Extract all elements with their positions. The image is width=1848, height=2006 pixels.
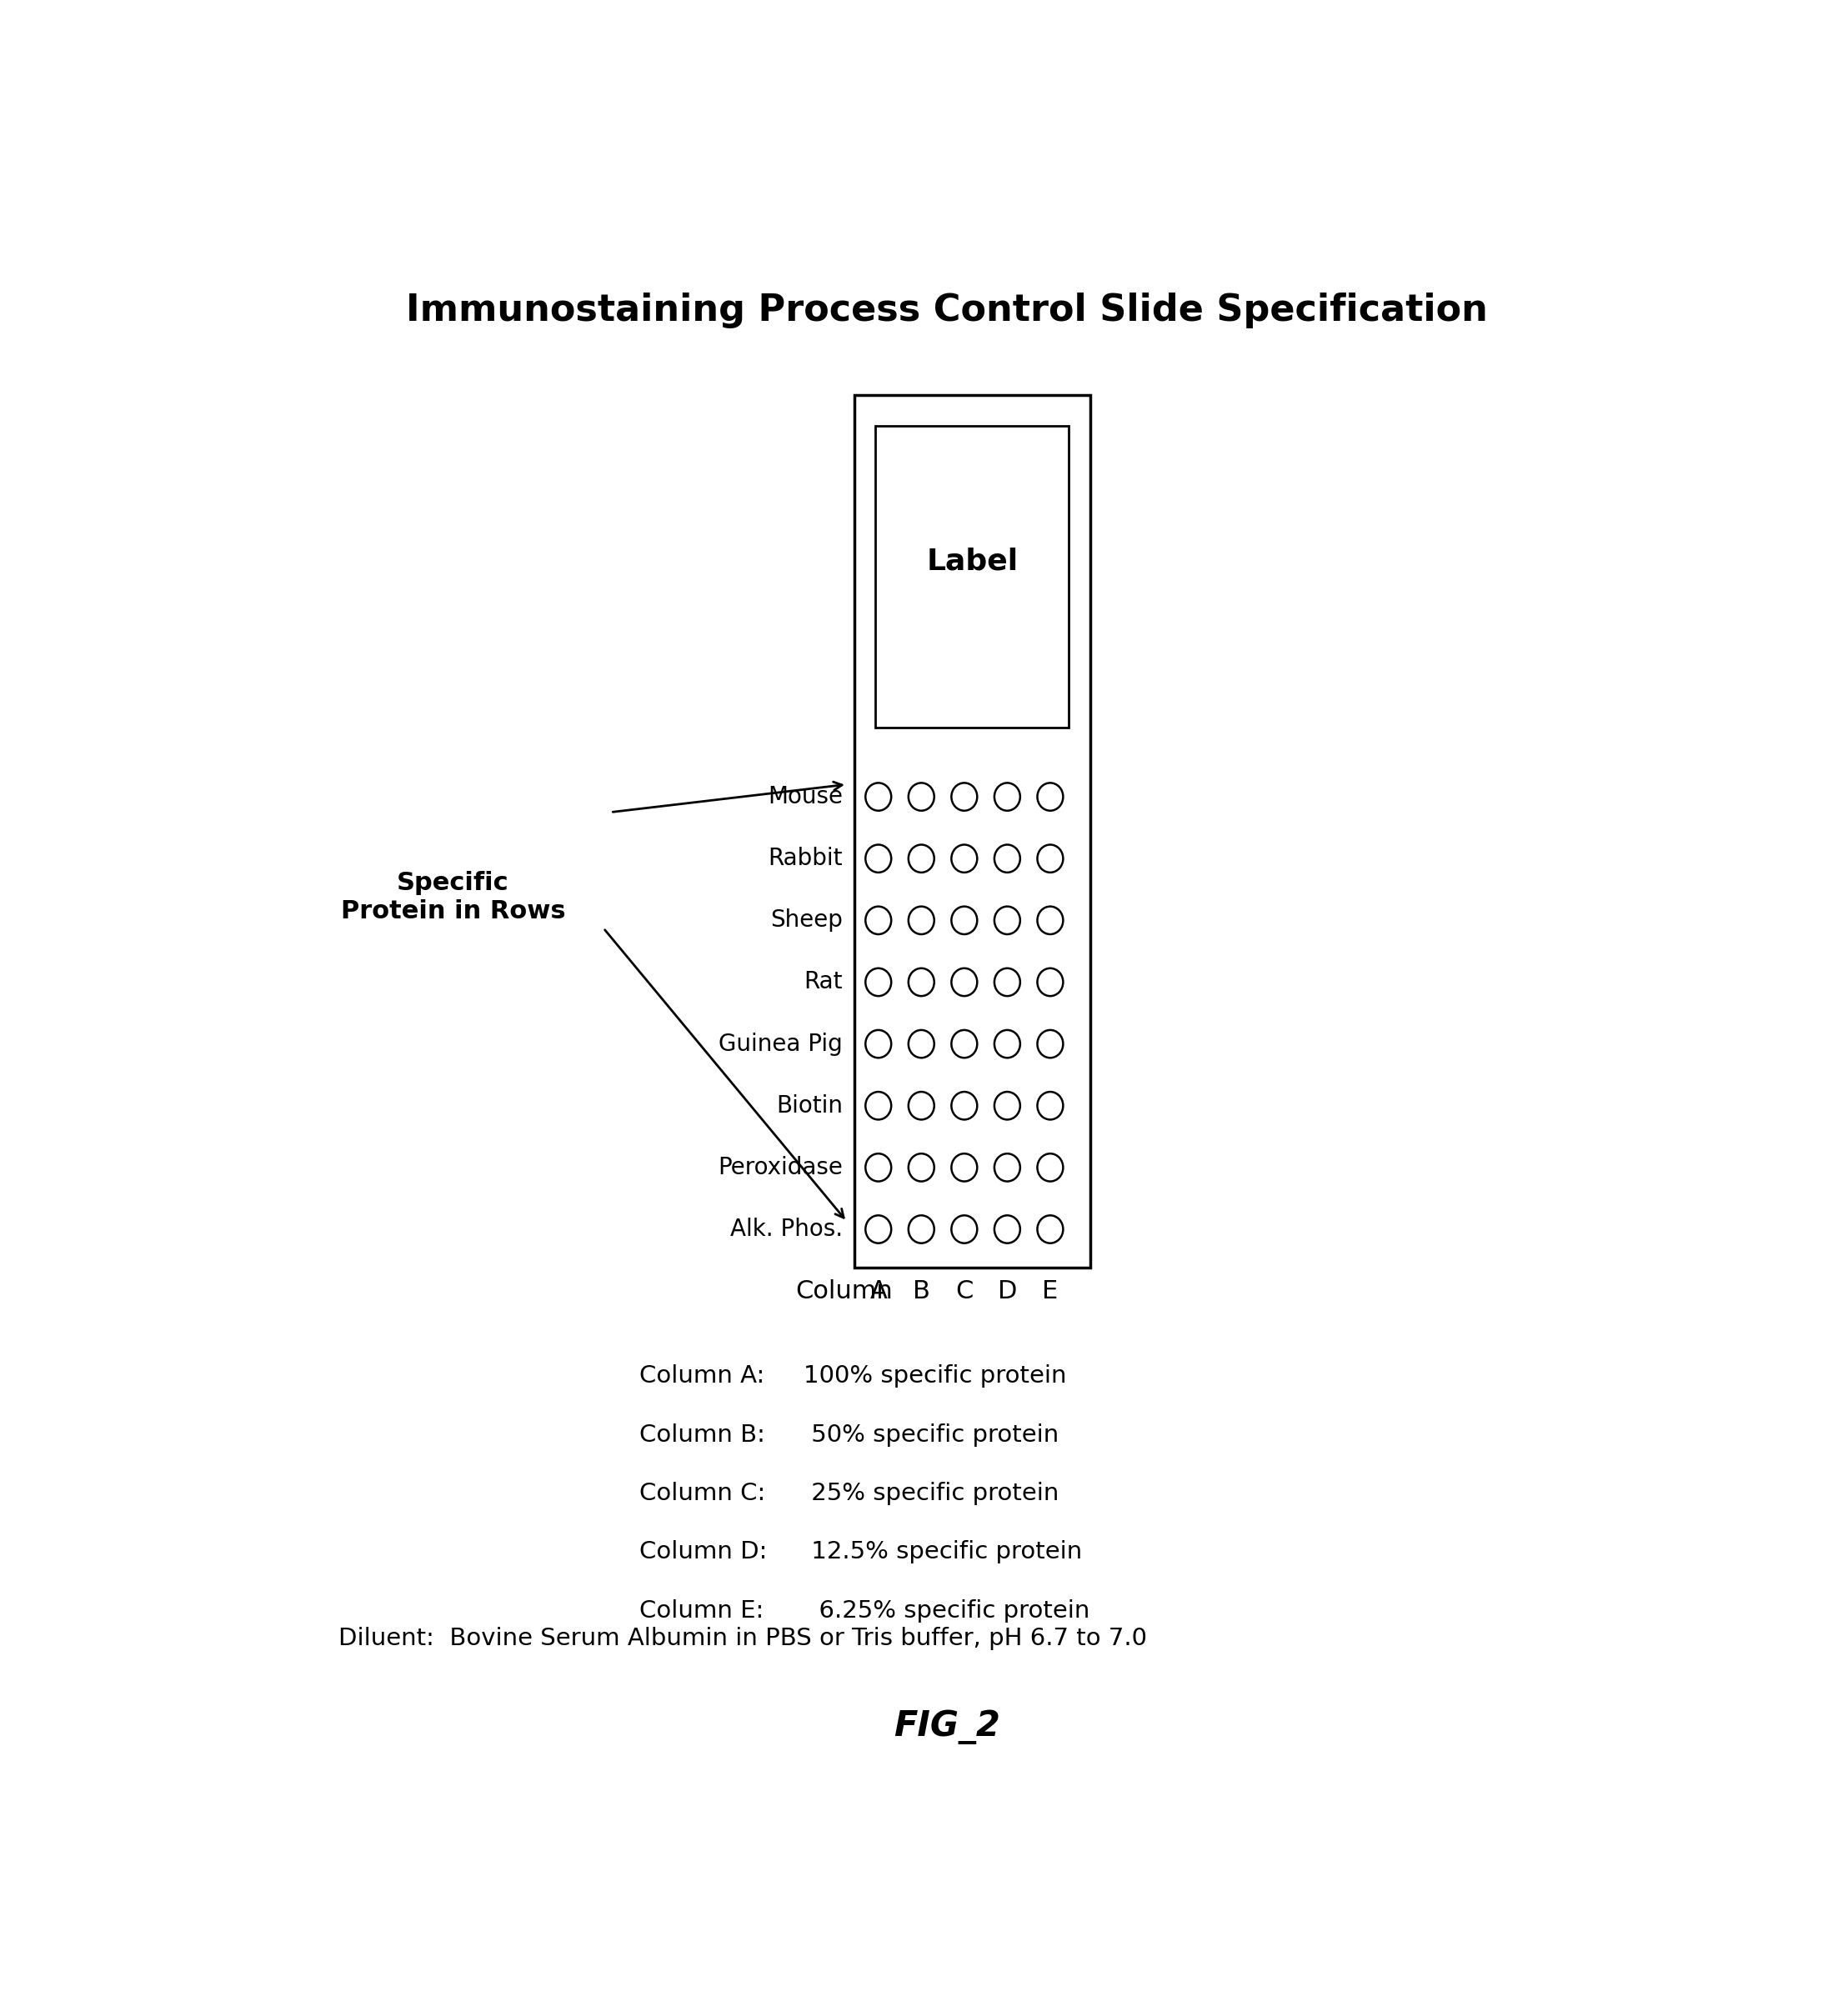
Circle shape <box>952 1091 978 1119</box>
Circle shape <box>909 969 935 997</box>
Text: Peroxidase: Peroxidase <box>717 1155 843 1180</box>
Text: Sheep: Sheep <box>771 909 843 933</box>
Text: 100% specific protein: 100% specific protein <box>804 1364 1066 1388</box>
Circle shape <box>865 969 891 997</box>
Circle shape <box>865 1091 891 1119</box>
Circle shape <box>994 1216 1020 1244</box>
Circle shape <box>865 782 891 810</box>
Circle shape <box>994 969 1020 997</box>
Circle shape <box>952 1153 978 1182</box>
Circle shape <box>1037 969 1063 997</box>
Circle shape <box>1037 1091 1063 1119</box>
Text: FIG_2: FIG_2 <box>894 1709 1000 1743</box>
Text: Biotin: Biotin <box>776 1093 843 1117</box>
Circle shape <box>1037 1216 1063 1244</box>
Text: E: E <box>1042 1280 1059 1304</box>
Circle shape <box>909 907 935 935</box>
Text: Diluent:  Bovine Serum Albumin in PBS or Tris buffer, pH 6.7 to 7.0: Diluent: Bovine Serum Albumin in PBS or … <box>338 1627 1148 1651</box>
Circle shape <box>909 1091 935 1119</box>
Circle shape <box>909 1029 935 1057</box>
Circle shape <box>994 1153 1020 1182</box>
Text: Alk. Phos.: Alk. Phos. <box>730 1218 843 1242</box>
Text: Column B:: Column B: <box>639 1422 765 1446</box>
Circle shape <box>909 1216 935 1244</box>
Text: Specific
Protein in Rows: Specific Protein in Rows <box>340 871 565 923</box>
Text: Column E:: Column E: <box>639 1599 763 1623</box>
Text: Column D:: Column D: <box>639 1541 767 1565</box>
Text: Mouse: Mouse <box>767 784 843 808</box>
Circle shape <box>865 1153 891 1182</box>
Text: 12.5% specific protein: 12.5% specific protein <box>804 1541 1083 1565</box>
Circle shape <box>952 1216 978 1244</box>
Bar <box>854 395 1090 1268</box>
Text: Column: Column <box>795 1280 893 1304</box>
Circle shape <box>1037 1153 1063 1182</box>
Text: Immunostaining Process Control Slide Specification: Immunostaining Process Control Slide Spe… <box>407 293 1488 329</box>
Circle shape <box>952 1029 978 1057</box>
Bar <box>876 425 1068 728</box>
Text: 6.25% specific protein: 6.25% specific protein <box>804 1599 1090 1623</box>
Circle shape <box>909 845 935 873</box>
Circle shape <box>1037 845 1063 873</box>
Text: C: C <box>955 1280 974 1304</box>
Circle shape <box>952 782 978 810</box>
Circle shape <box>952 845 978 873</box>
Circle shape <box>865 1216 891 1244</box>
Text: 25% specific protein: 25% specific protein <box>804 1482 1059 1504</box>
Text: Column C:: Column C: <box>639 1482 765 1504</box>
Circle shape <box>909 1153 935 1182</box>
Text: Label: Label <box>926 548 1018 576</box>
Text: 50% specific protein: 50% specific protein <box>804 1422 1059 1446</box>
Circle shape <box>1037 782 1063 810</box>
Text: D: D <box>998 1280 1016 1304</box>
Text: Column A:: Column A: <box>639 1364 765 1388</box>
Circle shape <box>994 782 1020 810</box>
Circle shape <box>865 845 891 873</box>
Circle shape <box>952 969 978 997</box>
Text: B: B <box>913 1280 930 1304</box>
Circle shape <box>994 1091 1020 1119</box>
Circle shape <box>952 907 978 935</box>
Text: Rat: Rat <box>804 971 843 993</box>
Circle shape <box>1037 1029 1063 1057</box>
Circle shape <box>994 845 1020 873</box>
Text: Rabbit: Rabbit <box>769 847 843 871</box>
Circle shape <box>865 1029 891 1057</box>
Text: Guinea Pig: Guinea Pig <box>719 1033 843 1055</box>
Circle shape <box>1037 907 1063 935</box>
Circle shape <box>994 1029 1020 1057</box>
Circle shape <box>865 907 891 935</box>
Circle shape <box>994 907 1020 935</box>
Text: A: A <box>870 1280 887 1304</box>
Circle shape <box>909 782 935 810</box>
